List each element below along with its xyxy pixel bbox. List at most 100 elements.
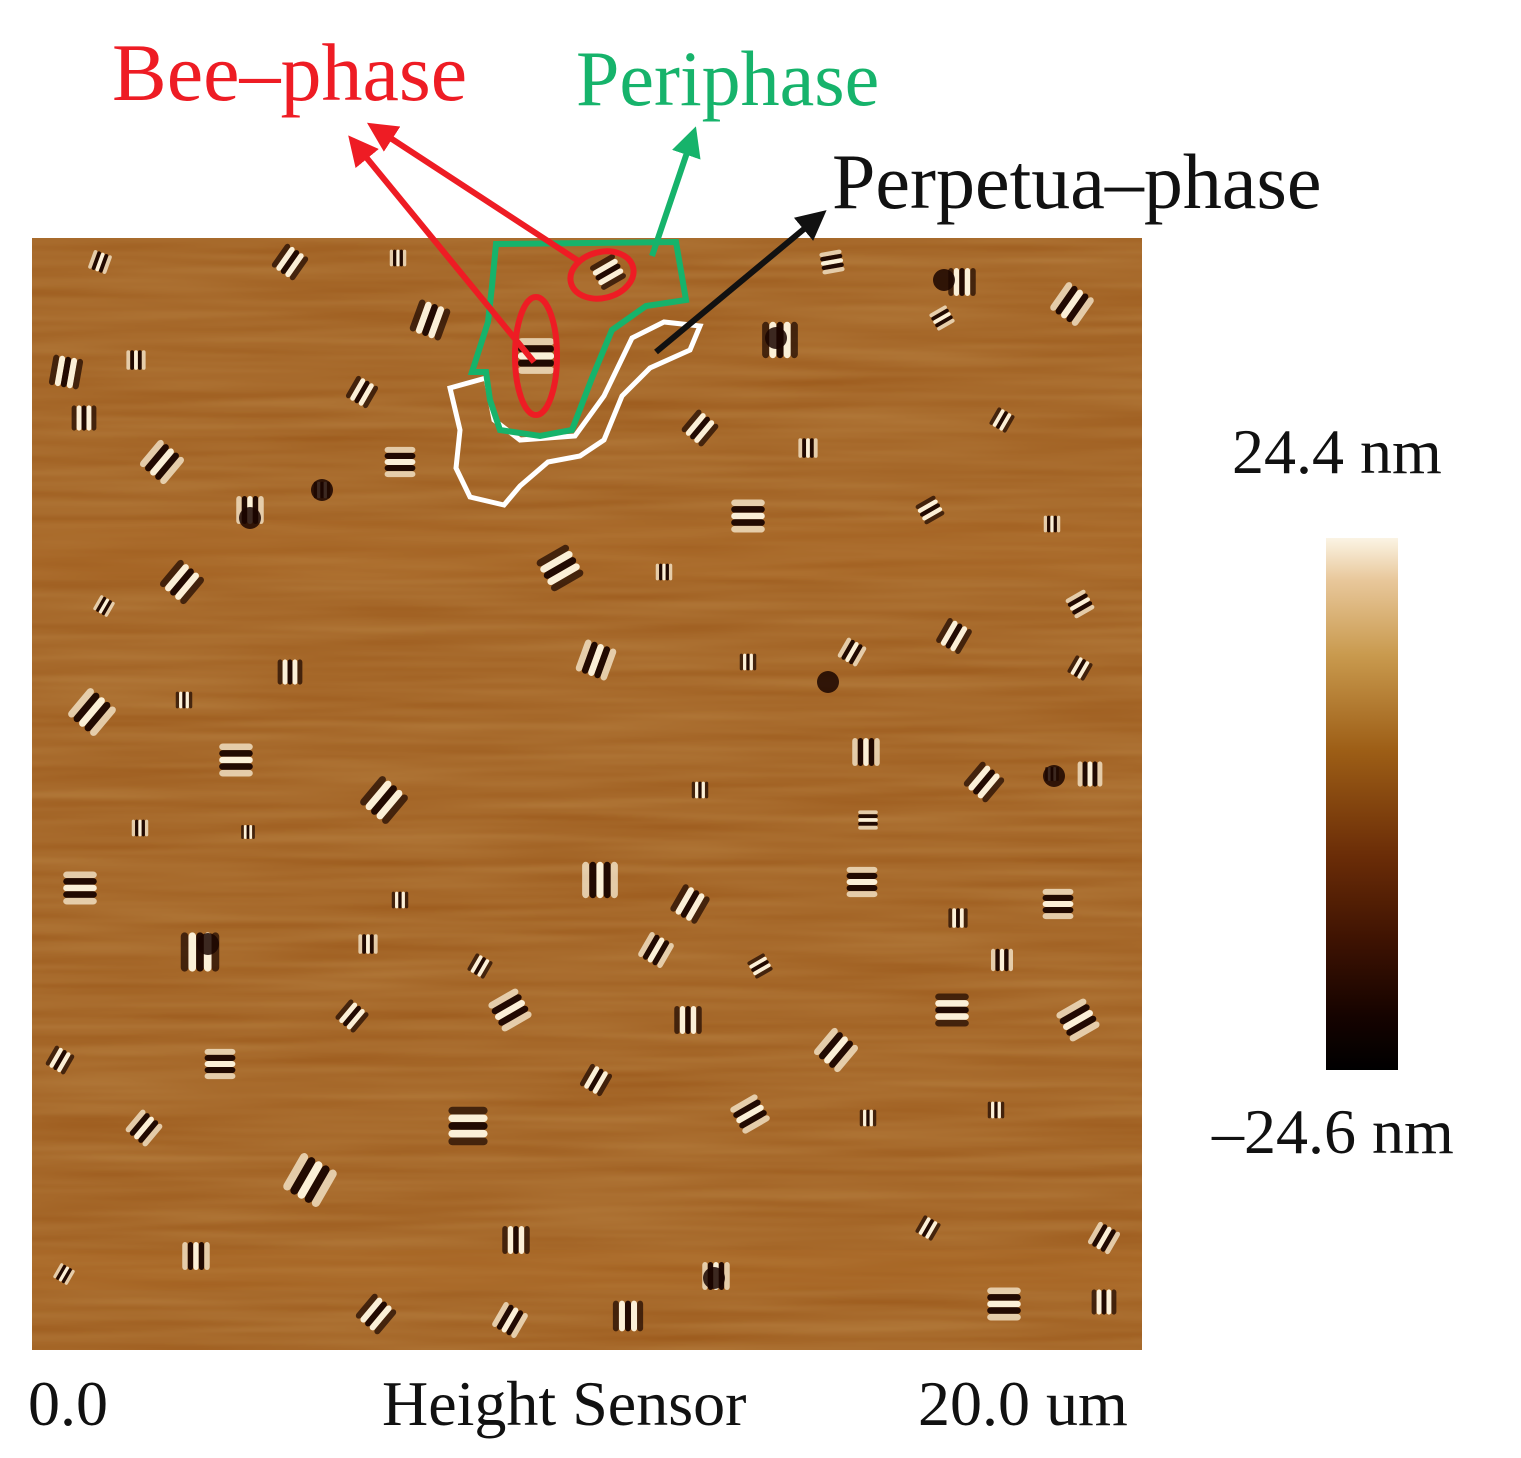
defect-feature [935, 993, 969, 1027]
defect-feature [575, 639, 617, 681]
defect-feature [63, 871, 97, 905]
dark-pit [239, 507, 261, 529]
defect-feature [730, 1094, 770, 1134]
defect-feature [71, 405, 97, 431]
defect-feature [798, 438, 818, 458]
dark-pit [197, 933, 219, 955]
defect-feature [391, 891, 409, 909]
defect-feature [467, 953, 493, 979]
defect-feature [915, 495, 945, 525]
defect-feature [852, 738, 880, 766]
defect-feature [125, 1109, 163, 1147]
afm-surface-shade [32, 520, 1142, 580]
defect-feature [948, 908, 968, 928]
defect-feature [846, 866, 878, 898]
defect-feature [360, 776, 408, 824]
defect-feature [355, 1293, 397, 1335]
defect-feature [739, 653, 757, 671]
defect-feature [989, 407, 1015, 433]
defect-feature [1050, 282, 1094, 326]
defect-feature [747, 953, 773, 979]
defect-feature [674, 1006, 702, 1034]
defect-feature [1043, 515, 1061, 533]
dark-pit [817, 671, 839, 693]
periphase-label: Periphase [576, 35, 880, 122]
defect-feature [68, 688, 116, 736]
periphase-outline [467, 238, 690, 440]
defect-feature [182, 1242, 210, 1270]
bee-phase-arrow-1 [348, 135, 537, 364]
afm-defect-features [45, 243, 1121, 1338]
defect-feature [1067, 655, 1093, 681]
defect-feature [175, 691, 193, 709]
defect-feature [612, 1300, 644, 1332]
defect-feature [93, 595, 115, 617]
defect-feature [389, 249, 407, 267]
defect-feature [991, 948, 1013, 972]
defect-feature [517, 338, 555, 374]
height-colorbar [1326, 538, 1398, 1070]
defect-feature [409, 299, 451, 341]
defect-feature [670, 884, 710, 924]
defect-feature [858, 810, 878, 830]
defect-feature [1056, 998, 1100, 1042]
defect-feature [1065, 589, 1095, 619]
defect-feature [204, 1048, 236, 1080]
defect-feature [126, 350, 146, 370]
defect-feature [358, 934, 378, 954]
scale-end-label: 20.0 um [918, 1368, 1128, 1439]
defect-feature [691, 781, 709, 799]
defect-feature [53, 1263, 75, 1285]
dark-pit [933, 269, 955, 291]
perpetua-phase-label: Perpetua–phase [832, 138, 1322, 225]
defect-feature [987, 1287, 1021, 1321]
defect-feature [837, 637, 867, 667]
defect-feature [488, 988, 532, 1032]
defect-feature [963, 761, 1005, 803]
defect-feature [582, 861, 618, 899]
defect-feature [502, 1226, 530, 1254]
colorbar-max-label: 24.4 nm [1232, 416, 1442, 487]
defect-feature [1091, 1289, 1117, 1315]
bee-phase-arrow-2 [366, 122, 582, 265]
defect-feature [277, 659, 303, 685]
defect-feature [987, 1101, 1005, 1119]
defect-feature [1042, 888, 1074, 920]
defect-feature [159, 559, 205, 605]
defect-feature [139, 439, 185, 485]
defect-feature [283, 1153, 337, 1207]
defect-feature [819, 249, 845, 275]
bee-phase-label: Bee–phase [112, 27, 468, 118]
dark-pit [765, 327, 787, 349]
defect-feature [1087, 1221, 1121, 1255]
defect-feature [384, 446, 416, 478]
periphase-arrow [649, 126, 701, 257]
defect-feature [1077, 761, 1103, 787]
defect-feature [492, 1302, 528, 1338]
defect-feature [731, 499, 765, 533]
defect-feature [241, 825, 255, 839]
defect-feature [638, 932, 674, 968]
dark-pit [1043, 765, 1065, 787]
defect-feature [681, 409, 719, 447]
channel-label: Height Sensor [382, 1368, 747, 1439]
defect-feature [448, 1106, 488, 1146]
defect-feature [536, 544, 584, 592]
defect-feature [271, 243, 309, 281]
dark-pit [703, 1267, 725, 1289]
defect-feature [915, 1215, 941, 1241]
defect-feature [579, 1063, 613, 1097]
defect-feature [345, 375, 379, 409]
defect-feature [219, 743, 253, 777]
defect-feature [813, 1027, 859, 1073]
defect-feature [335, 999, 369, 1033]
defect-feature [131, 819, 149, 837]
defect-feature [655, 563, 673, 581]
defect-feature [45, 1045, 75, 1075]
scale-start-label: 0.0 [28, 1368, 108, 1439]
bee-phase-outline-left [512, 294, 560, 418]
defect-feature [590, 254, 626, 290]
defect-feature [936, 618, 972, 654]
